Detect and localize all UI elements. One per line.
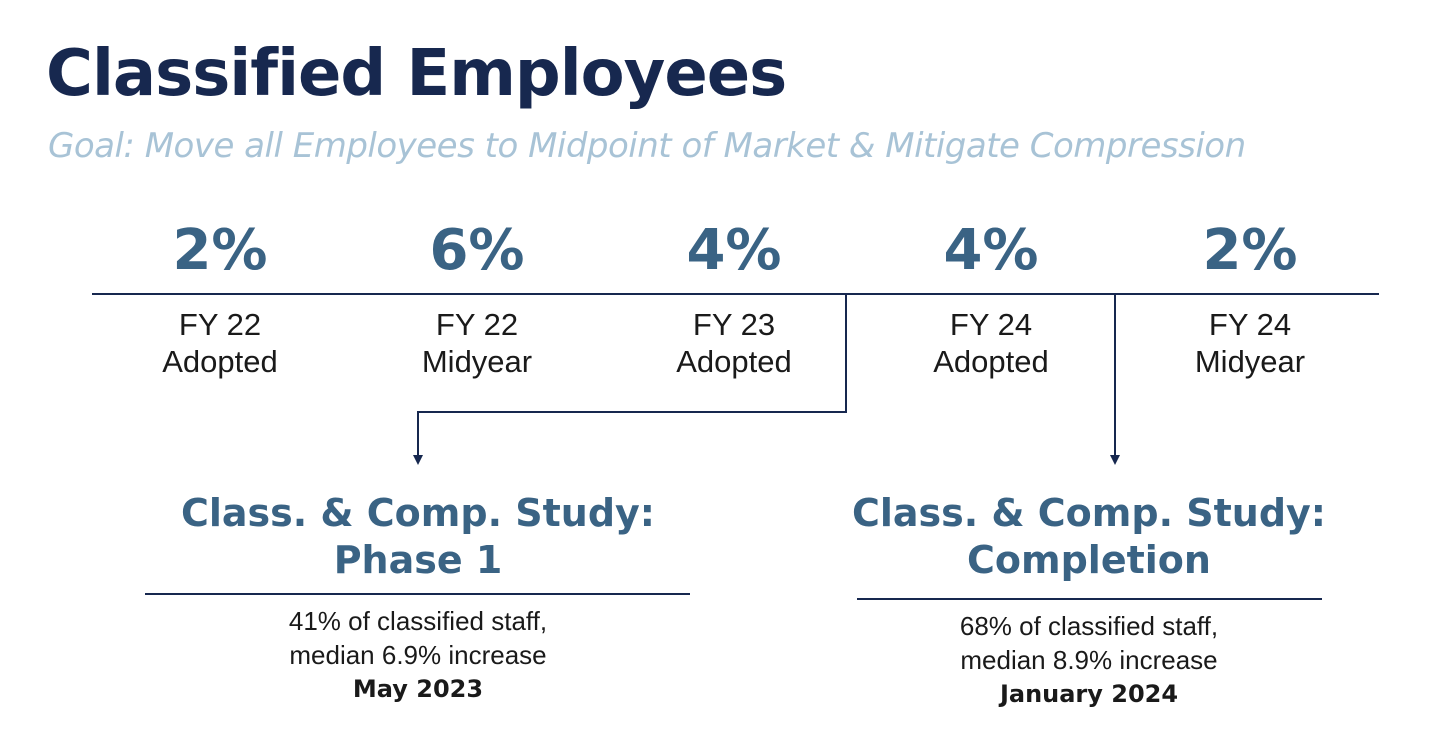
timeline-stage: Midyear [421,344,533,379]
study-title-line: Completion [967,538,1211,582]
timeline-stage: Adopted [933,344,1049,379]
study-detail-line: median 8.9% increase [960,645,1218,675]
timeline-label-fy22-adopted: FY 22 Adopted [100,306,340,380]
timeline-label-fy24-midyear: FY 24 Midyear [1130,306,1370,380]
study-detail-line: 41% of classified staff, [288,606,548,636]
timeline-label-fy22-midyear: FY 22 Midyear [357,306,597,380]
study-title-line: Phase 1 [333,538,503,582]
page-title: Classified Employees [46,37,787,111]
study-title-line: Class. & Comp. Study: [180,491,656,535]
study-phase1-detail: 41% of classified staff, median 6.9% inc… [138,604,698,706]
study-detail-line: 68% of classified staff, [959,611,1219,641]
timeline-year: FY 24 [1208,307,1292,342]
timeline-percent-fy24-adopted: 4% [943,218,1039,283]
timeline-year: FY 24 [949,307,1033,342]
study-phase1-title: Class. & Comp. Study: Phase 1 [138,490,698,584]
timeline-year: FY 22 [178,307,262,342]
timeline-stage: Adopted [162,344,278,379]
phase1-connector-arrow [413,294,847,465]
timeline-percent-fy22-midyear: 6% [429,218,525,283]
study-date: January 2024 [999,680,1179,708]
page-subtitle: Goal: Move all Employees to Midpoint of … [48,126,1246,166]
timeline-year: FY 23 [692,307,776,342]
study-completion-detail: 68% of classified staff, median 8.9% inc… [809,609,1369,711]
timeline-label-fy23-adopted: FY 23 Adopted [614,306,854,380]
timeline-stage: Adopted [676,344,792,379]
study-completion-title: Class. & Comp. Study: Completion [809,490,1369,584]
timeline-percent-fy24-midyear: 2% [1202,218,1298,283]
timeline-stage: Midyear [1194,344,1306,379]
timeline-year: FY 22 [435,307,519,342]
study-detail-line: median 6.9% increase [289,640,547,670]
timeline-label-fy24-adopted: FY 24 Adopted [871,306,1111,380]
timeline-percent-fy22-adopted: 2% [172,218,268,283]
study-date: May 2023 [352,675,484,703]
study-title-line: Class. & Comp. Study: [851,491,1327,535]
timeline-percent-fy23-adopted: 4% [686,218,782,283]
